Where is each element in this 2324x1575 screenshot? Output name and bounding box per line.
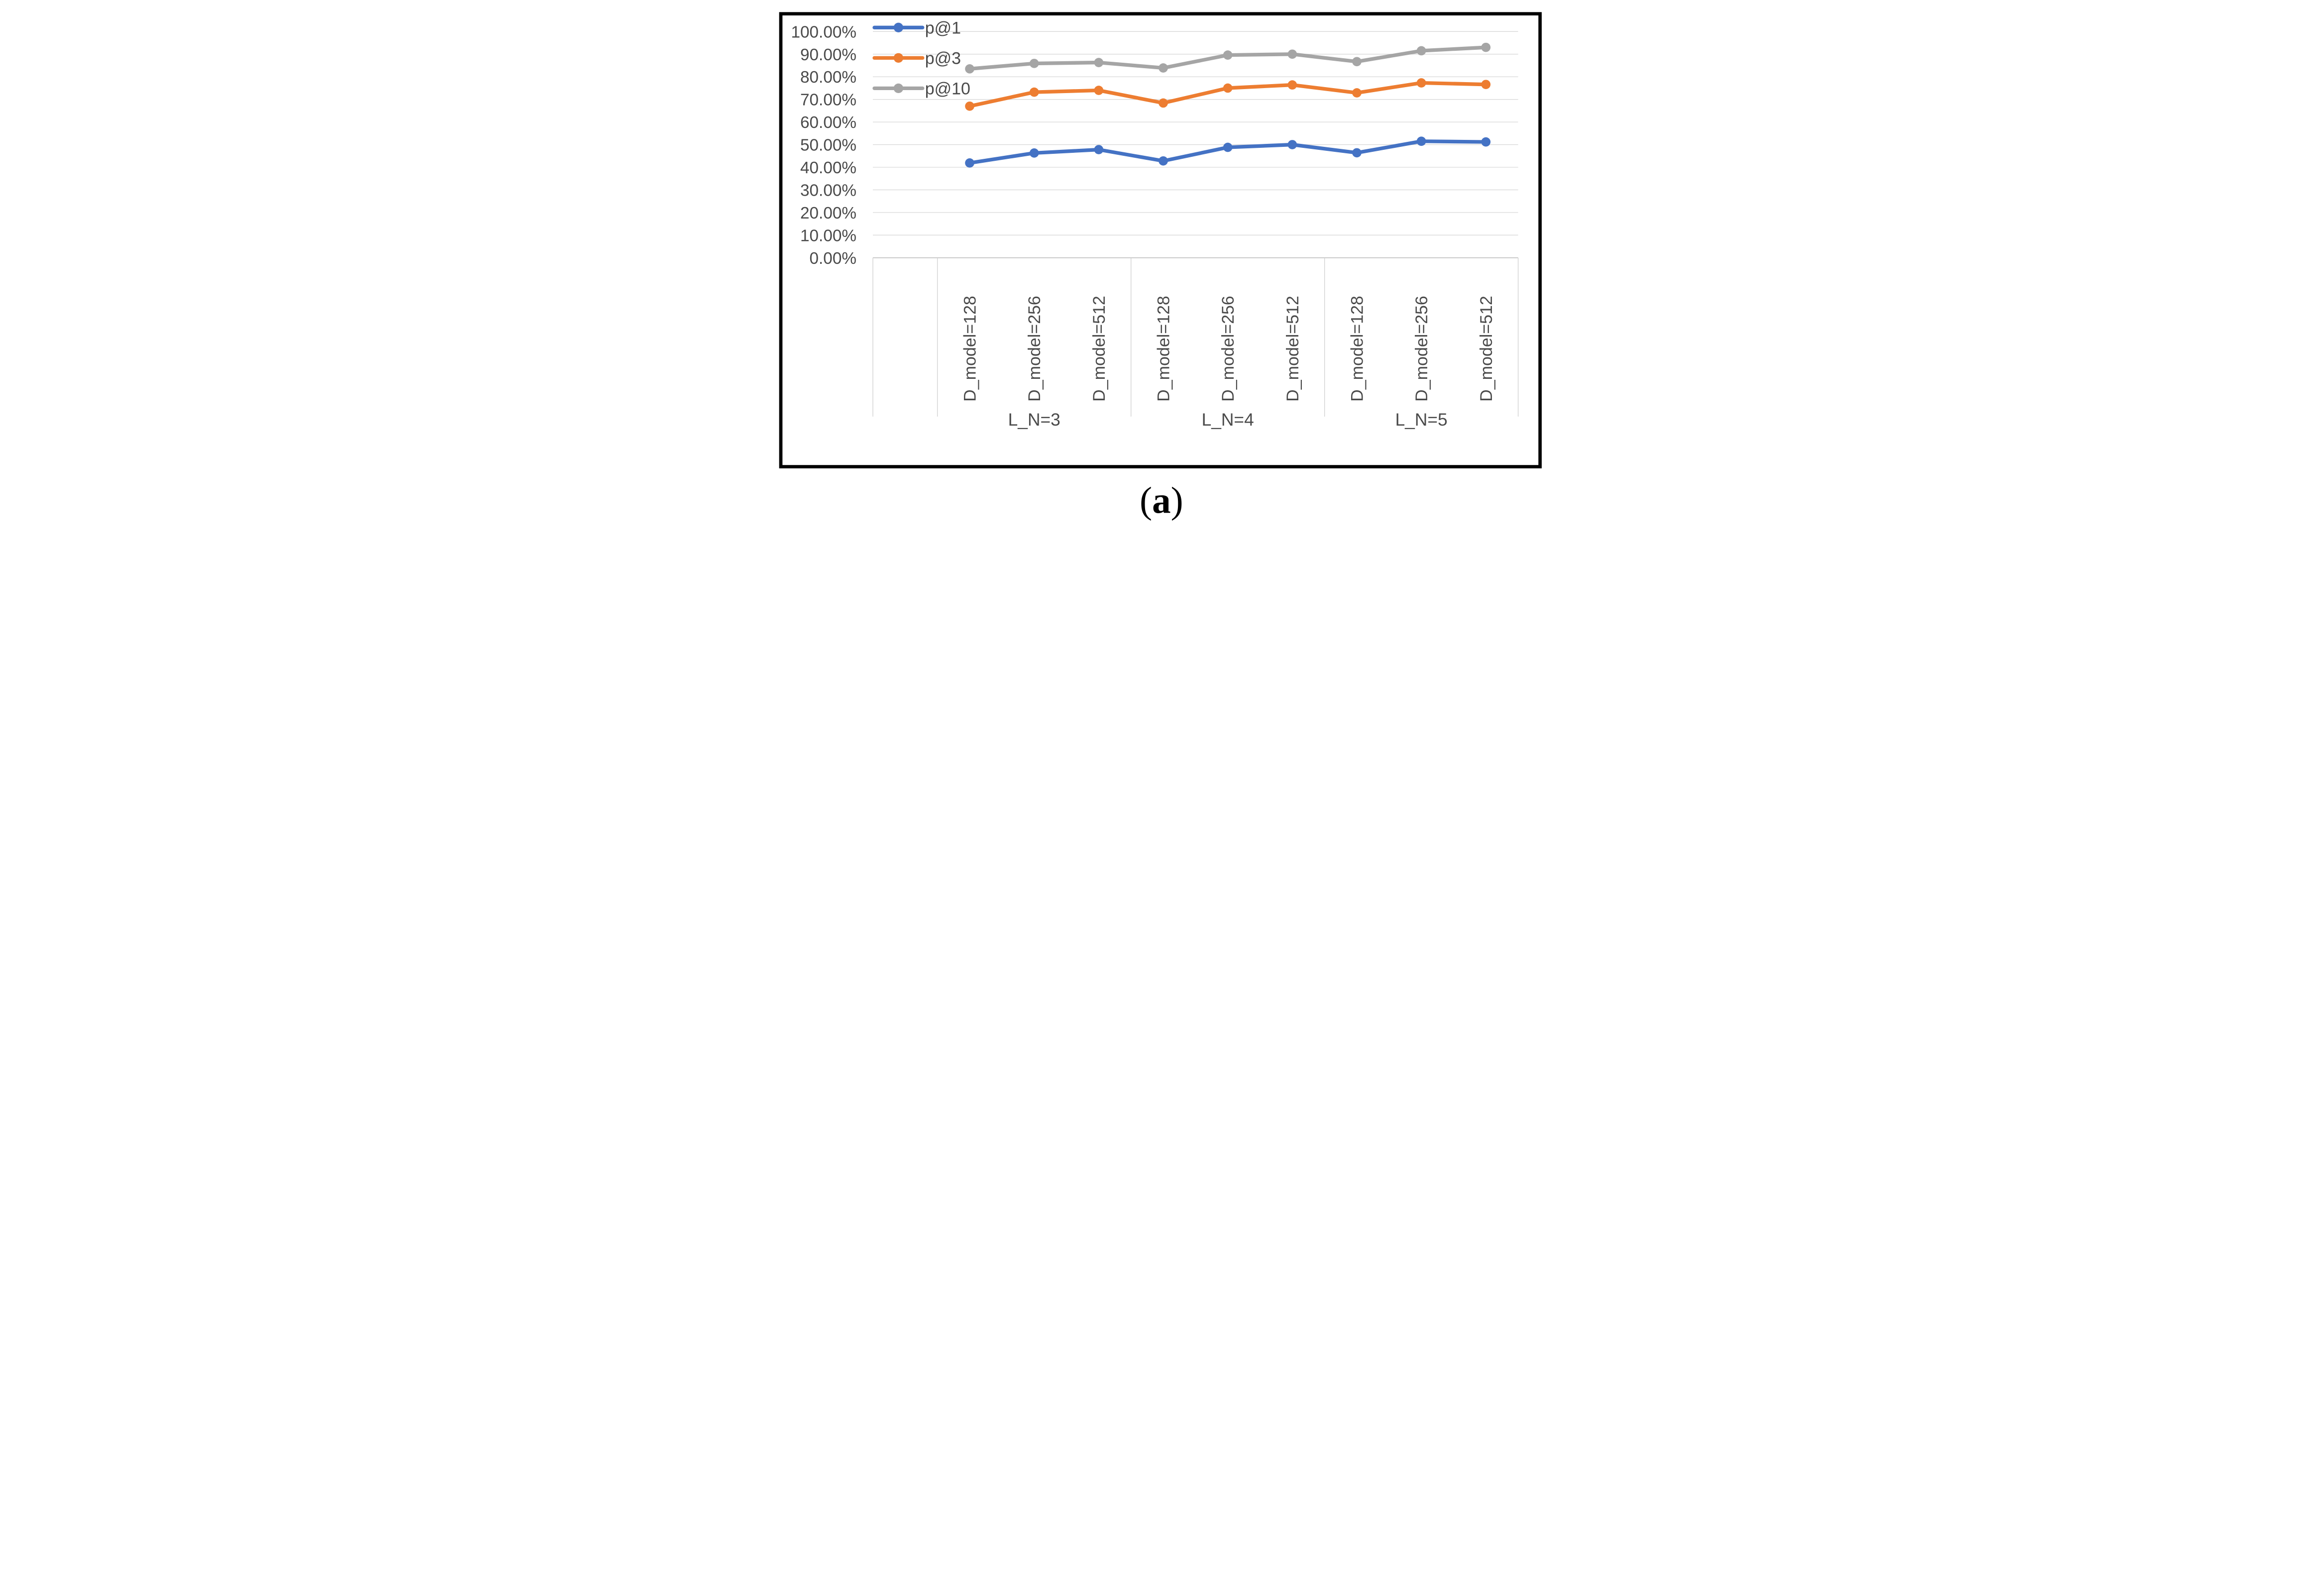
series-marker-p@1 [1352, 148, 1362, 158]
caption-paren-open: ( [1140, 480, 1152, 521]
y-tick-label: 60.00% [800, 113, 856, 132]
figure-caption: (a) [1140, 480, 1183, 521]
series-marker-p@10 [964, 64, 974, 74]
caption-paren-close: ) [1170, 480, 1183, 521]
x-category-label: D_model=256 [1412, 296, 1431, 402]
caption-letter: a [1152, 480, 1171, 521]
legend-marker-p@3 [893, 53, 903, 63]
x-axis-category-labels: D_model=128 D_model=256 D_model=512 D_model… [960, 296, 1495, 402]
series-marker-p@3 [964, 101, 974, 111]
series-marker-p@1 [1094, 145, 1103, 154]
data-series [964, 42, 1490, 168]
series-marker-p@10 [1029, 59, 1039, 68]
figure: 0.00% 10.00% 20.00% 30.00% 40.00% 50.00% 60.00… [774, 0, 1550, 525]
series-marker-p@1 [1223, 142, 1233, 152]
series-marker-p@3 [1158, 98, 1168, 108]
series-marker-p@10 [1416, 46, 1426, 56]
y-tick-label: 30.00% [800, 181, 856, 200]
x-category-label: D_model=512 [1283, 296, 1302, 402]
legend-label-p@1: p@1 [925, 18, 960, 37]
legend: p@1 p@3 p@10 [872, 18, 970, 98]
series-marker-p@10 [1480, 42, 1490, 52]
y-tick-label: 50.00% [800, 136, 856, 155]
series-marker-p@3 [1094, 86, 1103, 95]
y-tick-label: 100.00% [791, 23, 856, 41]
legend-label-p@10: p@10 [925, 79, 970, 98]
series-marker-p@1 [1416, 136, 1426, 146]
series-marker-p@10 [1287, 49, 1297, 59]
series-marker-p@10 [1352, 57, 1362, 67]
series-marker-p@3 [1352, 88, 1362, 98]
x-group-label: L_N=5 [1395, 410, 1447, 430]
x-group-label: L_N=3 [1008, 410, 1060, 430]
y-tick-label: 80.00% [800, 68, 856, 87]
legend-label-p@3: p@3 [925, 49, 960, 68]
series-marker-p@10 [1158, 63, 1168, 73]
series-marker-p@3 [1287, 80, 1297, 90]
x-axis-group-labels: L_N=3 L_N=4 L_N=5 [1008, 410, 1447, 430]
y-tick-label: 20.00% [800, 204, 856, 223]
series-marker-p@3 [1416, 78, 1426, 88]
series-marker-p@1 [1029, 148, 1039, 158]
series-marker-p@10 [1094, 58, 1103, 67]
x-category-label: D_model=512 [1089, 296, 1108, 402]
x-group-label: L_N=4 [1201, 410, 1254, 430]
y-tick-label: 70.00% [800, 91, 856, 110]
series-marker-p@10 [1223, 50, 1233, 60]
x-category-label: D_model=128 [960, 296, 979, 402]
legend-marker-p@1 [893, 22, 903, 33]
y-tick-label: 0.00% [809, 249, 856, 268]
y-tick-label: 10.00% [800, 226, 856, 245]
category-separators [872, 257, 1518, 417]
x-category-label: D_model=256 [1219, 296, 1238, 402]
legend-marker-p@10 [893, 83, 903, 94]
series-marker-p@3 [1029, 87, 1039, 97]
series-marker-p@3 [1223, 83, 1233, 93]
x-category-label: D_model=256 [1025, 296, 1044, 402]
x-category-label: D_model=128 [1154, 296, 1173, 402]
x-category-label: D_model=512 [1477, 296, 1495, 402]
series-marker-p@3 [1480, 80, 1490, 90]
series-marker-p@1 [1158, 156, 1168, 166]
series-marker-p@1 [1287, 140, 1297, 149]
y-axis-tick-labels: 0.00% 10.00% 20.00% 30.00% 40.00% 50.00% 60.00… [791, 23, 856, 267]
y-tick-label: 40.00% [800, 159, 856, 177]
y-tick-label: 90.00% [800, 46, 856, 64]
line-chart: 0.00% 10.00% 20.00% 30.00% 40.00% 50.00% 60.00… [774, 0, 1550, 525]
series-marker-p@1 [964, 158, 974, 168]
series-marker-p@1 [1480, 137, 1490, 147]
x-category-label: D_model=128 [1348, 296, 1367, 402]
gridlines [872, 31, 1518, 258]
